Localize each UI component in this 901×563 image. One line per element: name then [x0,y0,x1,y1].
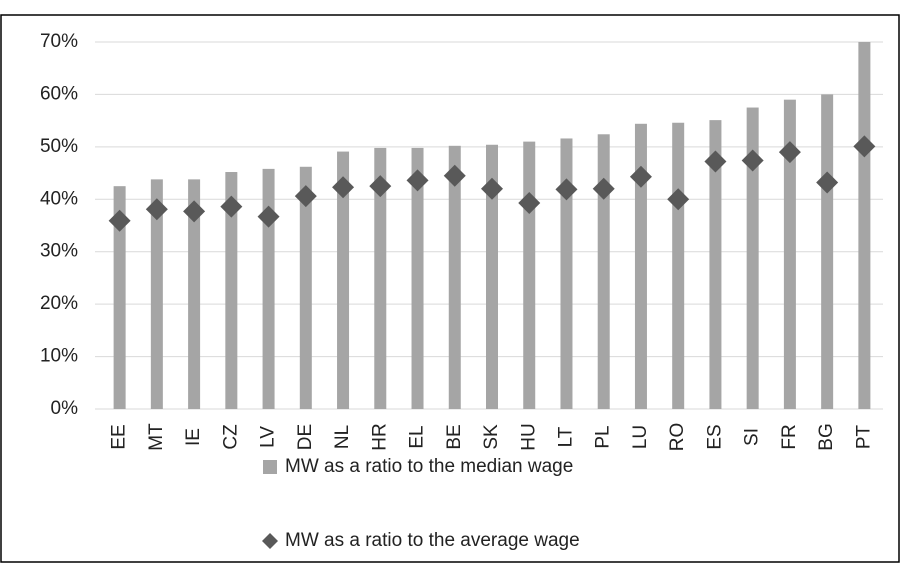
diamond-marker [369,175,392,198]
bar [783,99,796,410]
diamond-marker [220,195,243,218]
x-tick-label: HU [518,423,539,450]
diamond-marker [816,171,839,194]
x-tick-label: DE [295,424,316,450]
diamond-marker [145,198,168,221]
chart-border [0,14,900,563]
bar [188,179,201,409]
x-tick-label: LV [258,426,279,448]
diamond-marker [257,205,280,228]
bar [113,186,126,409]
diamond-marker [443,164,466,187]
y-tick-label: 20% [40,293,78,314]
bar [634,123,647,409]
x-tick-label: PL [593,425,614,448]
bar [560,138,573,409]
bar [337,151,350,409]
y-tick-label: 60% [40,83,78,104]
y-tick-label: 70% [40,31,78,52]
y-tick-label: 0% [51,398,79,419]
bar [672,122,685,410]
x-tick-label: SK [481,424,502,450]
diamond-marker [741,149,764,172]
x-tick-label: EE [109,424,130,449]
legend-marker [263,460,277,474]
diamond-marker [183,200,206,223]
bar [486,144,498,409]
x-tick-label: BG [816,423,837,450]
bar [225,172,238,409]
bar [709,120,722,410]
diamond-marker [778,141,801,164]
diamond-marker [853,135,876,158]
bar [523,141,536,409]
bar [411,147,424,410]
x-tick-label: NL [332,425,353,449]
x-tick-label: SI [742,428,763,446]
x-tick-label: PT [853,424,874,449]
bar [821,94,834,409]
diamond-marker [481,177,503,200]
bar [299,166,312,409]
legend-label: MW as a ratio to the average wage [285,530,580,551]
x-tick-label: IE [183,428,204,446]
x-tick-label: LU [630,425,651,449]
diamond-marker [332,176,355,199]
bar [746,107,759,410]
x-tick-label: RO [667,423,688,452]
bar [150,179,163,409]
legend-marker [262,533,278,549]
y-tick-label: 30% [40,241,78,262]
bar [448,145,461,409]
diamond-marker [555,178,578,201]
diamond-marker [108,209,131,232]
bar [374,147,387,410]
diamond-marker [704,150,727,173]
x-tick-label: HR [369,423,390,450]
x-tick-label: CZ [220,424,241,450]
x-tick-label: ES [704,424,725,449]
x-tick-label: EL [407,425,428,448]
bar [262,168,275,409]
x-tick-label: FR [779,424,800,449]
diamond-marker [406,169,429,192]
x-tick-label: LT [555,426,576,447]
y-tick-label: 50% [40,136,78,157]
y-tick-label: 40% [40,188,78,209]
diamond-marker [294,185,317,208]
diamond-marker [592,177,615,200]
x-tick-label: BE [444,424,465,449]
diamond-marker [667,188,690,211]
x-tick-label: MT [146,423,167,451]
y-tick-label: 10% [40,346,78,367]
diamond-marker [629,165,652,188]
bar [597,134,610,409]
diamond-marker [518,191,541,214]
legend-label: MW as a ratio to the median wage [285,456,573,477]
bar [858,42,871,409]
